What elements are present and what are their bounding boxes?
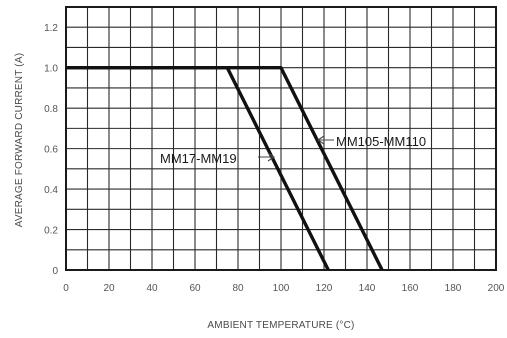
y-tick-label: 0.6 (44, 145, 58, 156)
plot-frame (65, 6, 497, 271)
y-tick-label: 0 (52, 266, 58, 277)
grid-lines (66, 7, 496, 270)
x-tick-label: 140 (359, 283, 376, 294)
x-tick-label: 80 (232, 283, 244, 294)
y-tick-label: 0.2 (44, 226, 58, 237)
series-arrow-mm105-mm110 (317, 135, 334, 145)
y-tick-label: 0.4 (44, 185, 58, 196)
x-tick-label: 100 (273, 283, 290, 294)
y-tick-label: 1.2 (44, 23, 58, 34)
series-lines (66, 66, 384, 271)
x-tick-label: 120 (316, 283, 333, 294)
x-tick-label: 160 (402, 283, 419, 294)
series-label-mm105-mm110: MM105-MM110 (336, 134, 426, 149)
series-line-mm105-mm110 (66, 66, 384, 271)
y-axis-label: AVERAGE FORWARD CURRENT (A) (14, 53, 25, 228)
y-axis-ticks: 0 0.2 0.4 0.6 0.8 1.0 1.2 (44, 23, 58, 277)
x-tick-label: 20 (103, 283, 115, 294)
x-tick-label: 200 (488, 283, 505, 294)
y-tick-label: 0.8 (44, 104, 58, 115)
series-arrow-mm17-mm19 (258, 152, 275, 162)
x-tick-label: 0 (63, 283, 69, 294)
x-tick-label: 60 (189, 283, 201, 294)
x-tick-label: 40 (146, 283, 158, 294)
series-label-mm17-mm19: MM17-MM19 (160, 151, 237, 166)
y-tick-label: 1.0 (44, 64, 58, 75)
x-axis-ticks: 0 20 40 60 80 100 120 140 160 180 200 (63, 283, 505, 294)
x-axis-label: AMBIENT TEMPERATURE (°C) (207, 320, 354, 331)
x-tick-label: 180 (445, 283, 462, 294)
